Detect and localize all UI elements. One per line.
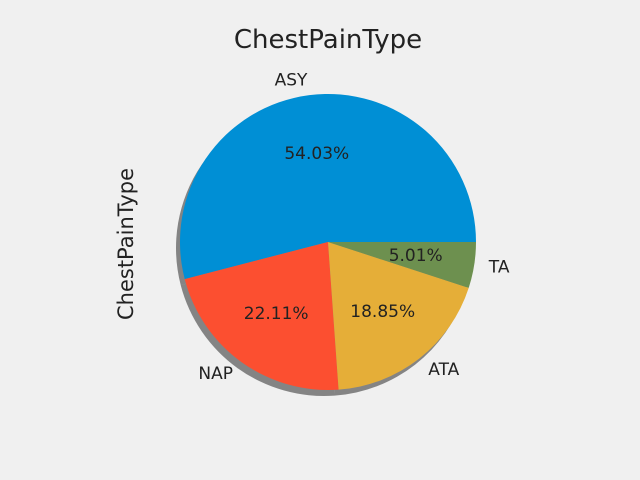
slice-label-ta: TA	[488, 258, 510, 278]
pie-slices	[180, 94, 476, 390]
chart-title: ChestPainType	[234, 25, 422, 55]
slice-percent-ata: 18.85%	[350, 302, 415, 322]
slice-label-nap: NAP	[198, 364, 233, 384]
y-axis-label: ChestPainType	[114, 168, 138, 320]
pie-slice-nap	[184, 242, 339, 390]
slice-percent-ta: 5.01%	[389, 246, 443, 266]
pie-labels: ASY 54.03% NAP 22.11% ATA 18.85% TA 5.01%	[198, 71, 509, 385]
pie-slice-ata	[328, 242, 469, 390]
pie-slice-ta	[328, 242, 476, 288]
slice-label-asy: ASY	[275, 71, 308, 91]
pie-slice-asy	[180, 94, 476, 280]
slice-percent-asy: 54.03%	[284, 144, 349, 164]
slice-label-ata: ATA	[428, 360, 459, 380]
slice-percent-nap: 22.11%	[244, 304, 309, 324]
